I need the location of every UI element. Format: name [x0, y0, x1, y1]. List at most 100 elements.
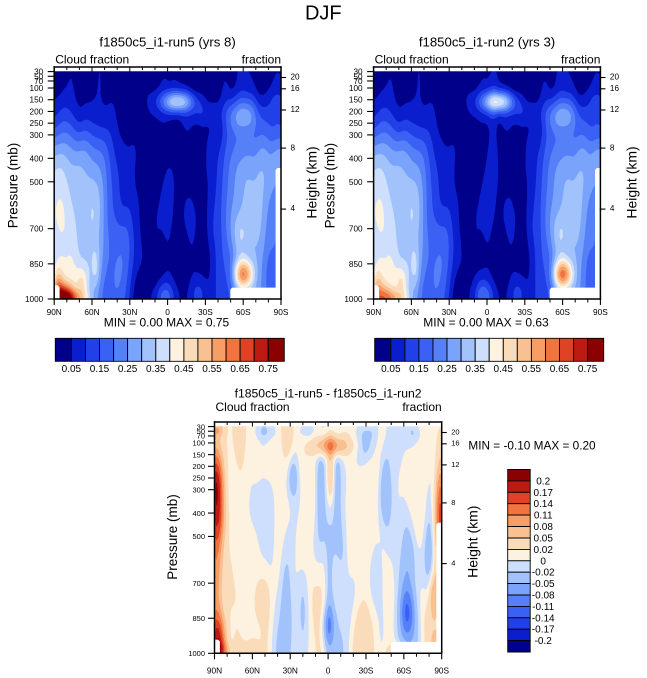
svg-text:300: 300: [30, 131, 44, 140]
svg-text:0: 0: [326, 665, 331, 675]
svg-text:500: 500: [30, 178, 44, 187]
svg-text:12: 12: [291, 105, 301, 114]
svg-text:30S: 30S: [517, 307, 532, 317]
svg-text:1000: 1000: [188, 649, 205, 658]
svg-text:30S: 30S: [359, 665, 374, 675]
svg-text:200: 200: [30, 107, 44, 116]
svg-text:fraction: fraction: [561, 53, 600, 67]
svg-text:-0.17: -0.17: [532, 625, 555, 636]
svg-text:Pressure (mb): Pressure (mb): [165, 494, 180, 580]
svg-text:100: 100: [349, 84, 363, 93]
svg-text:90N: 90N: [366, 307, 381, 317]
svg-text:0.25: 0.25: [437, 364, 457, 375]
svg-text:50: 50: [197, 427, 205, 436]
svg-text:30: 30: [197, 422, 205, 431]
svg-text:60S: 60S: [396, 665, 411, 675]
svg-text:400: 400: [30, 154, 44, 163]
svg-text:0.14: 0.14: [533, 499, 553, 510]
svg-text:30N: 30N: [283, 665, 298, 675]
svg-text:Cloud fraction: Cloud fraction: [55, 53, 129, 67]
svg-text:30: 30: [34, 68, 44, 77]
svg-text:4: 4: [451, 559, 455, 568]
svg-text:fraction: fraction: [242, 53, 281, 67]
svg-text:MIN = 0.00 MAX = 0.63: MIN = 0.00 MAX = 0.63: [423, 316, 549, 330]
svg-text:100: 100: [30, 84, 44, 93]
svg-text:500: 500: [192, 532, 205, 541]
svg-text:60S: 60S: [236, 307, 251, 317]
svg-text:12: 12: [451, 460, 459, 469]
svg-text:1000: 1000: [344, 295, 363, 304]
svg-text:-0.02: -0.02: [532, 568, 555, 579]
svg-text:0: 0: [540, 556, 546, 567]
svg-text:90S: 90S: [434, 665, 449, 675]
svg-text:-0.2: -0.2: [535, 636, 553, 647]
svg-text:Height (km): Height (km): [304, 146, 320, 218]
svg-text:20: 20: [291, 73, 301, 82]
svg-text:60N: 60N: [245, 665, 260, 675]
svg-text:0.05: 0.05: [533, 533, 553, 544]
svg-text:8: 8: [610, 143, 615, 152]
svg-text:0.45: 0.45: [494, 364, 514, 375]
svg-text:90N: 90N: [207, 665, 222, 675]
svg-text:250: 250: [192, 474, 205, 483]
svg-text:DJF: DJF: [305, 3, 342, 25]
svg-text:fraction: fraction: [402, 400, 441, 414]
svg-text:850: 850: [192, 614, 205, 623]
svg-text:0.45: 0.45: [174, 364, 194, 375]
svg-text:0: 0: [485, 307, 490, 317]
svg-text:MIN = 0.00 MAX = 0.75: MIN = 0.00 MAX = 0.75: [104, 316, 230, 330]
svg-text:12: 12: [610, 105, 620, 114]
svg-text:16: 16: [451, 439, 459, 448]
svg-text:0.75: 0.75: [578, 364, 598, 375]
svg-text:60N: 60N: [84, 307, 99, 317]
svg-text:100: 100: [192, 439, 205, 448]
svg-text:90S: 90S: [274, 307, 289, 317]
svg-text:200: 200: [192, 462, 205, 471]
svg-text:700: 700: [192, 579, 205, 588]
svg-text:70: 70: [197, 432, 205, 441]
svg-text:30S: 30S: [198, 307, 213, 317]
svg-text:0.15: 0.15: [409, 364, 429, 375]
svg-text:60S: 60S: [555, 307, 570, 317]
svg-text:Cloud fraction: Cloud fraction: [375, 53, 449, 67]
svg-text:Pressure (mb): Pressure (mb): [322, 143, 337, 229]
svg-text:0: 0: [165, 307, 170, 317]
svg-text:-0.14: -0.14: [532, 613, 555, 624]
svg-text:-0.08: -0.08: [532, 591, 555, 602]
svg-text:-0.11: -0.11: [532, 602, 554, 613]
svg-text:30N: 30N: [442, 307, 457, 317]
svg-text:20: 20: [451, 427, 459, 436]
svg-text:0.55: 0.55: [202, 364, 222, 375]
svg-text:16: 16: [291, 84, 301, 93]
svg-text:90S: 90S: [593, 307, 608, 317]
svg-text:-0.05: -0.05: [532, 579, 555, 590]
svg-text:50: 50: [34, 72, 44, 81]
svg-text:4: 4: [610, 204, 615, 213]
svg-text:0.25: 0.25: [118, 364, 138, 375]
svg-text:300: 300: [349, 131, 363, 140]
svg-text:MIN = -0.10 MAX = 0.20: MIN = -0.10 MAX = 0.20: [468, 439, 596, 453]
svg-text:0.05: 0.05: [381, 364, 401, 375]
svg-text:500: 500: [349, 178, 363, 187]
svg-text:150: 150: [30, 96, 44, 105]
svg-text:0.55: 0.55: [522, 364, 542, 375]
svg-text:250: 250: [349, 119, 363, 128]
svg-text:300: 300: [192, 485, 205, 494]
svg-text:150: 150: [192, 450, 205, 459]
svg-text:0.08: 0.08: [533, 522, 553, 533]
svg-text:30: 30: [353, 68, 363, 77]
svg-text:f1850c5_i1-run5 (yrs 8): f1850c5_i1-run5 (yrs 8): [99, 34, 235, 49]
svg-text:0.15: 0.15: [90, 364, 110, 375]
svg-text:150: 150: [349, 96, 363, 105]
svg-text:60N: 60N: [404, 307, 419, 317]
svg-text:700: 700: [30, 225, 44, 234]
svg-text:20: 20: [610, 73, 620, 82]
svg-text:30N: 30N: [122, 307, 137, 317]
svg-text:250: 250: [30, 119, 44, 128]
svg-text:70: 70: [353, 77, 363, 86]
svg-text:Height (km): Height (km): [465, 506, 481, 578]
svg-text:90N: 90N: [47, 307, 62, 317]
svg-text:0.2: 0.2: [536, 476, 550, 487]
svg-text:50: 50: [353, 72, 363, 81]
svg-text:0.35: 0.35: [465, 364, 485, 375]
